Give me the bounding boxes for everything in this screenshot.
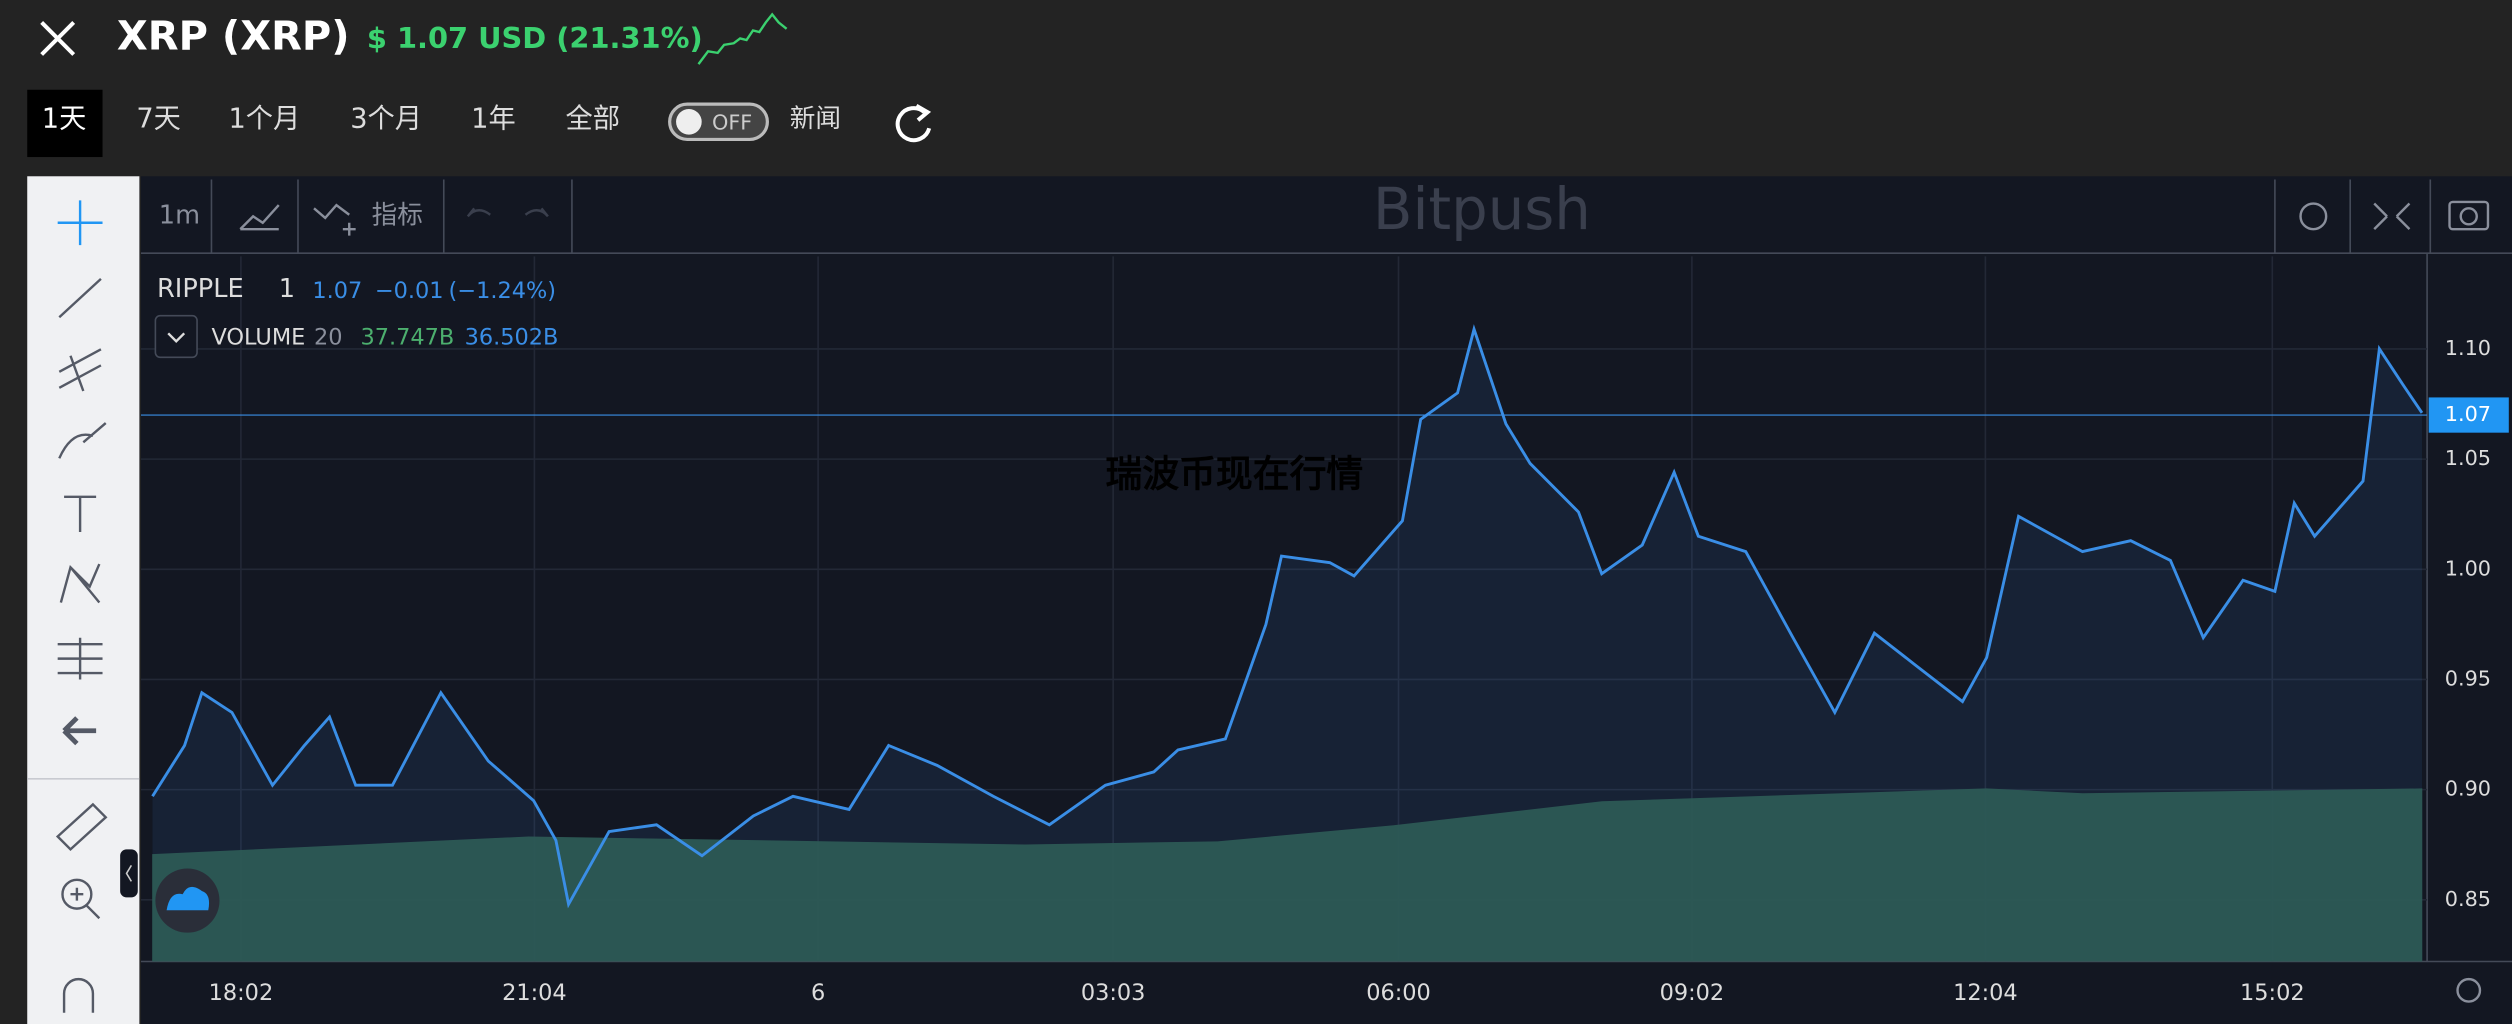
collapse-handle[interactable]: [120, 849, 138, 898]
toggle-label: OFF: [712, 110, 752, 134]
last-price-box: [2428, 397, 2509, 433]
y-tick-label: 0.85: [2445, 887, 2491, 911]
range-button[interactable]: 3个月: [350, 104, 422, 135]
chart-type-button[interactable]: [239, 204, 280, 231]
legend-change-pct: (−1.24%): [449, 278, 557, 304]
refresh-arrow: [915, 104, 932, 122]
y-tick-label: 0.90: [2445, 777, 2491, 801]
camera-lens: [2459, 207, 2478, 226]
undo-redo[interactable]: [466, 207, 549, 218]
fib-tool[interactable]: [58, 348, 102, 392]
coin-title: XRP (XRP): [117, 13, 350, 59]
ruler-tool[interactable]: [55, 802, 108, 851]
range-buttons: 1天 7天 1个月 3个月 1年 全部: [42, 104, 620, 135]
watermark: Bitpush: [1373, 175, 1591, 243]
y-tick-label: 1.10: [2445, 336, 2491, 360]
brush-tool[interactable]: [58, 422, 107, 459]
legend-volume-period: 20: [314, 325, 343, 351]
last-price-label: 1.07: [2445, 402, 2491, 426]
settings-button[interactable]: [2299, 202, 2328, 231]
volume-area: [152, 788, 2423, 962]
y-tick-label: 1.05: [2445, 446, 2491, 470]
collapse-icon: [125, 864, 133, 882]
axes: 0.85 0.90 0.95 1.00 1.05 1.10 18:02 21:04 6 03:03…: [209, 336, 2509, 1006]
logo-cloud: [166, 886, 210, 911]
text-tool[interactable]: [64, 495, 97, 533]
x-tick-label: 09:02: [1660, 980, 1725, 1006]
x-tick-label: 6: [811, 980, 825, 1006]
legend-volume-ma: 36.502B: [465, 325, 559, 351]
range-button[interactable]: 1个月: [228, 104, 300, 135]
interval-button[interactable]: 1m: [159, 200, 200, 230]
range-button[interactable]: 全部: [566, 104, 620, 135]
legend-change: −0.01: [375, 278, 444, 304]
x-tick-label: 12:04: [1953, 980, 2018, 1006]
close-button[interactable]: [40, 21, 76, 56]
legend-volume-value: 37.747B: [360, 325, 454, 351]
y-tick-label: 1.00: [2445, 556, 2491, 580]
x-tick-label: 15:02: [2240, 980, 2305, 1006]
fullscreen-button[interactable]: [2373, 202, 2411, 231]
line-tool[interactable]: [58, 277, 102, 319]
x-tick-label: 06:00: [1366, 980, 1431, 1006]
drawing-toolbar: [27, 176, 140, 1024]
indicator-button[interactable]: 指标: [372, 200, 423, 230]
legend-interval: 1: [279, 274, 295, 304]
legend-toggle-icon: [167, 332, 186, 344]
back-tool[interactable]: [62, 716, 97, 746]
coin-price: $ 1.07 USD (21.31%): [367, 21, 703, 55]
axis-settings[interactable]: [2456, 977, 2482, 1003]
close-icon: [40, 21, 76, 56]
measure-tool[interactable]: [57, 637, 103, 680]
magnet-tool[interactable]: [62, 978, 95, 1013]
y-tick-label: 0.95: [2445, 666, 2491, 690]
zoom-icon: [70, 887, 101, 920]
pattern-tool[interactable]: [59, 563, 101, 604]
x-tick-label: 21:04: [502, 980, 567, 1006]
range-button[interactable]: 1年: [471, 104, 516, 135]
range-selected-bg: [27, 89, 103, 158]
legend-toggle[interactable]: [154, 314, 198, 359]
indicator-icon: [313, 203, 356, 236]
x-tick-label: 03:03: [1081, 980, 1146, 1006]
zoom-tool[interactable]: [61, 878, 93, 910]
crosshair-tool[interactable]: [57, 200, 103, 246]
range-button[interactable]: 7天: [136, 104, 181, 135]
price-line: [151, 324, 2424, 909]
sparkline: [697, 12, 788, 65]
legend-last: 1.07: [312, 278, 362, 304]
screenshot-button[interactable]: [2448, 200, 2490, 231]
range-button[interactable]: 1天: [42, 104, 87, 135]
refresh-icon[interactable]: [895, 106, 932, 143]
toggle-knob: [676, 108, 702, 135]
legend-symbol: RIPPLE: [157, 274, 244, 304]
plot: [140, 324, 2428, 962]
legend-volume: VOLUME: [211, 325, 305, 351]
overlay-title: 瑞波币现在行情: [1105, 452, 1363, 495]
x-tick-label: 18:02: [209, 980, 274, 1006]
news-button[interactable]: 新闻: [790, 104, 841, 134]
toolbar-separators: [210, 179, 2432, 254]
